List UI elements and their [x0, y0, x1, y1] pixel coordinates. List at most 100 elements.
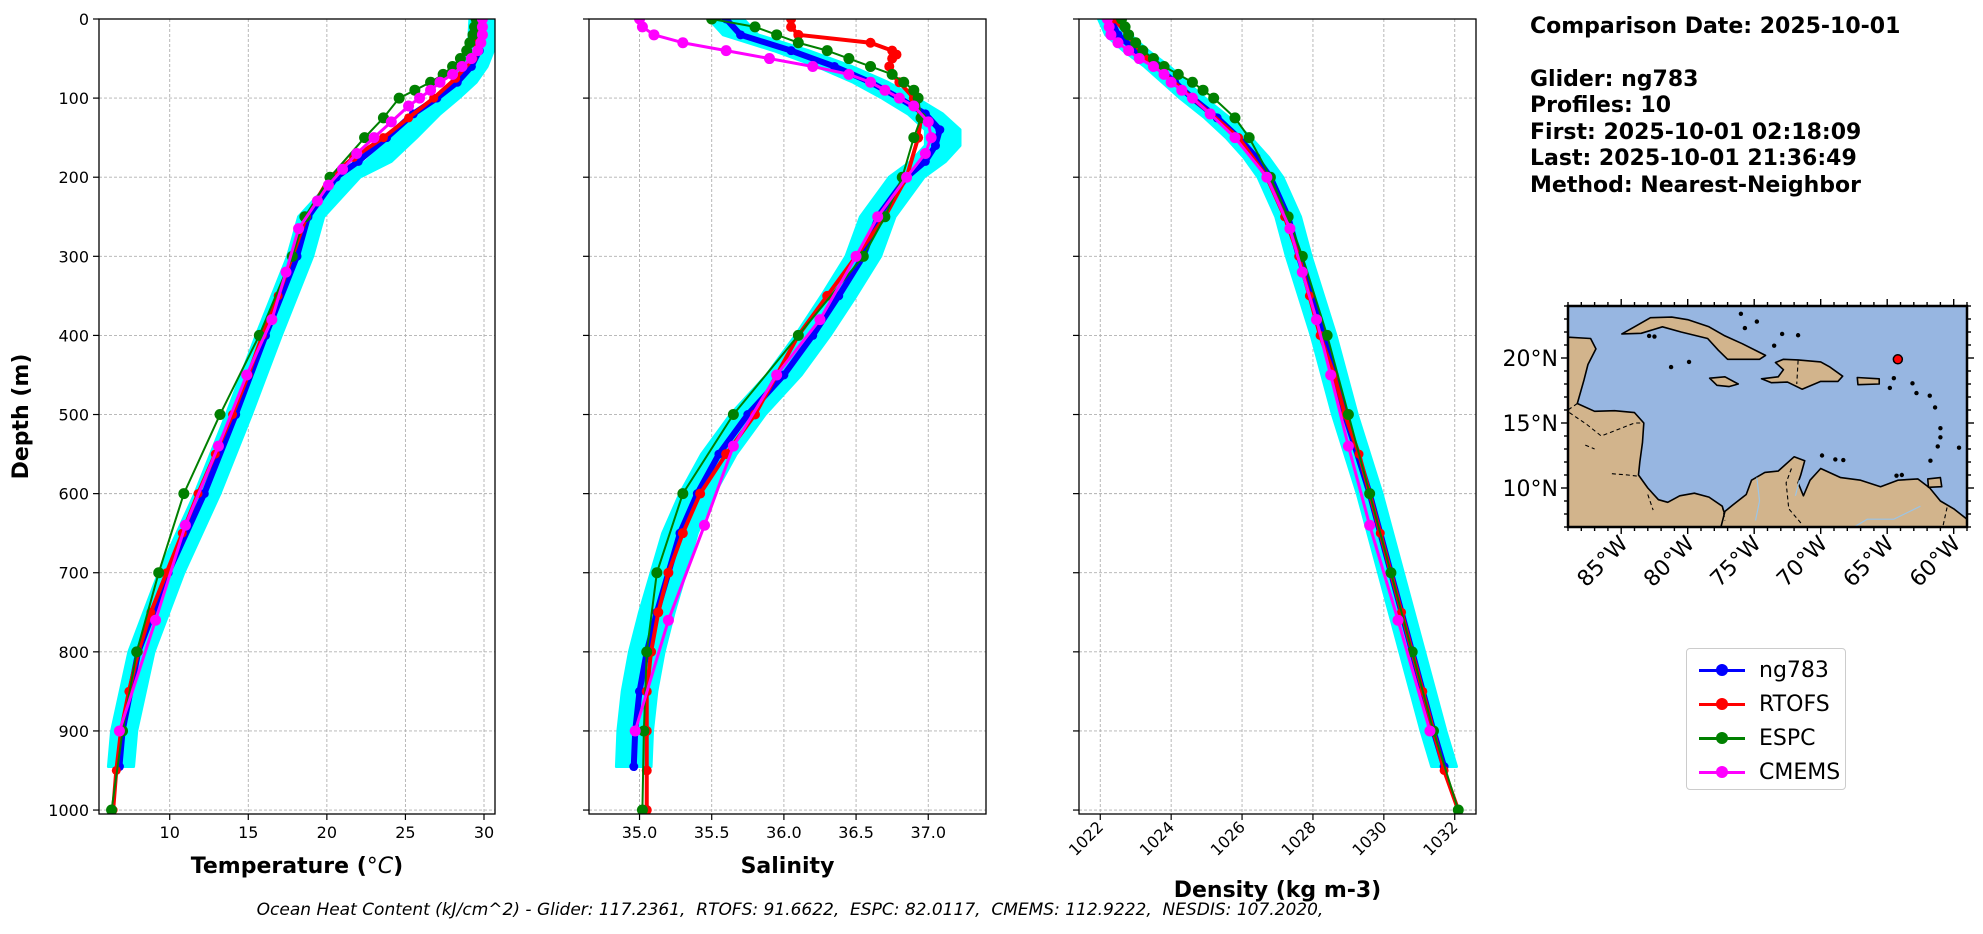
- data-point-espc: [178, 488, 190, 500]
- legend-label: ng783: [1759, 657, 1829, 683]
- data-point-espc: [771, 29, 783, 41]
- series-line-ng783: [1107, 19, 1448, 770]
- data-point-espc: [1147, 53, 1159, 65]
- data-point-cmems: [322, 179, 334, 191]
- border-haiti: [1796, 360, 1799, 385]
- data-point-espc: [106, 804, 118, 814]
- y-tick-label: 600: [58, 485, 89, 504]
- x-tick-label: 36.5: [838, 823, 874, 842]
- land-small-island: [1686, 359, 1692, 365]
- data-point-espc: [447, 60, 459, 72]
- data-point-cmems: [212, 440, 224, 452]
- y-tick-label: 400: [58, 326, 89, 345]
- x-axis-title: Density (kg m-3): [1174, 878, 1382, 903]
- data-point-cmems: [1158, 68, 1170, 80]
- temperature-panel: 10 15 20 25 30010020030040050060070080090010…: [9, 10, 496, 879]
- data-point-cmems: [763, 53, 775, 65]
- land-small-island: [1841, 457, 1846, 463]
- x-tick-label: 20: [317, 823, 337, 842]
- x-tick-label: 30: [474, 823, 494, 842]
- data-point-rtofs: [404, 113, 414, 123]
- data-point-espc: [1123, 29, 1135, 41]
- x-tick-label: 10: [160, 823, 180, 842]
- data-point-cmems: [662, 614, 674, 626]
- legend-label: ESPC: [1759, 725, 1816, 751]
- data-point-rtofs: [653, 607, 664, 618]
- x-tick-label: 15: [238, 823, 258, 842]
- info-block: Comparison Date: 2025-10-01 Glider: ng783…: [1530, 14, 1900, 199]
- land-small-island: [1910, 381, 1915, 386]
- data-point-cmems: [1186, 92, 1198, 104]
- data-point-cmems: [280, 266, 292, 278]
- x-tick-label: 35.5: [694, 823, 730, 842]
- salinity-panel: 35.0 35.5 36.0 36.5 37.0 Salinity: [583, 18, 987, 879]
- map-lon-label: 70°W: [1772, 531, 1833, 592]
- data-point-cmems: [113, 725, 125, 737]
- location-map: 85°W 80°W 75°W 70°W 65°W 60°W 20°N 15°N 10°N: [1503, 299, 1974, 592]
- data-point-cmems: [465, 53, 477, 65]
- first-profile-time: First: 2025-10-01 02:18:09: [1530, 119, 1862, 145]
- data-point-espc: [677, 488, 689, 500]
- land-small-island: [1771, 343, 1777, 348]
- map-lat-label: 20°N: [1503, 347, 1558, 372]
- data-point-cmems: [1261, 171, 1273, 183]
- data-point-espc: [1208, 92, 1220, 104]
- land-jamaica: [1708, 376, 1740, 388]
- land-small-island: [1956, 445, 1962, 450]
- x-tick-label: 1026: [1207, 817, 1249, 859]
- x-tick-label: 1030: [1348, 817, 1390, 859]
- data-point-espc: [425, 76, 437, 88]
- data-point-rtofs: [429, 93, 439, 103]
- data-point-cmems: [1204, 108, 1216, 120]
- y-tick-label: 1000: [48, 801, 89, 820]
- x-tick-label: 35.0: [622, 823, 658, 842]
- land-cuba: [1621, 316, 1767, 361]
- data-point-espc: [1197, 84, 1209, 96]
- y-tick-label: 500: [58, 406, 89, 425]
- density-panel: 1022 1024 1026 1028 1030 1032 Density (kg m-3): [1065, 18, 1477, 903]
- grid: [99, 18, 495, 814]
- border-guyana: [1942, 507, 1948, 526]
- data-point-espc: [153, 567, 165, 579]
- land-small-island: [1754, 319, 1760, 324]
- data-point-cmems: [1424, 725, 1436, 737]
- x-tick-label: 1028: [1278, 817, 1320, 859]
- interpolation-method: Method: Nearest-Neighbor: [1530, 172, 1861, 198]
- data-point-cmems: [1342, 440, 1354, 452]
- y-tick-label: 200: [58, 168, 89, 187]
- land-small-island: [1938, 435, 1943, 440]
- data-point-cmems: [476, 21, 488, 33]
- data-point-cmems: [337, 163, 349, 175]
- series-cmems: [113, 19, 488, 737]
- data-point-rtofs: [641, 765, 652, 776]
- data-point-espc: [792, 37, 804, 49]
- land-small-island: [1738, 311, 1744, 316]
- data-point-espc: [1158, 60, 1170, 72]
- x-tick-label: 37.0: [910, 823, 946, 842]
- river-magdalena: [1754, 477, 1761, 521]
- data-point-cmems: [1176, 84, 1188, 96]
- data-point-cmems: [434, 76, 446, 88]
- data-point-espc: [843, 53, 855, 65]
- data-point-ng783: [629, 762, 639, 772]
- land-hispaniola: [1760, 358, 1844, 391]
- data-point-espc: [1321, 329, 1333, 341]
- data-point-cmems: [293, 223, 305, 235]
- data-point-espc: [1452, 804, 1464, 814]
- data-point-cmems: [1392, 614, 1404, 626]
- land-trinidad: [1926, 476, 1943, 489]
- series-ng783: [114, 19, 486, 772]
- series-ng783: [1106, 19, 1449, 772]
- last-profile-time: Last: 2025-10-01 21:36:49: [1530, 146, 1857, 171]
- plot-area: [614, 19, 962, 814]
- data-point-ng783: [199, 489, 209, 499]
- land-small-island: [1891, 375, 1897, 381]
- series-espc: [1116, 19, 1464, 814]
- data-point-cmems: [1325, 369, 1337, 381]
- data-point-ng783: [635, 686, 645, 696]
- profile-count: Profiles: 10: [1530, 93, 1672, 118]
- axes-frame: [1078, 18, 1477, 815]
- data-point-cmems: [456, 60, 468, 72]
- data-point-cmems: [771, 369, 783, 381]
